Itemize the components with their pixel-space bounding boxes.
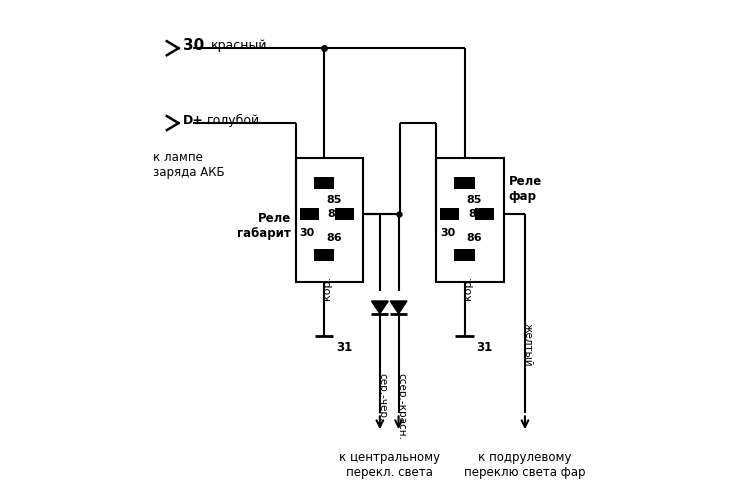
Text: 85: 85 <box>326 196 342 205</box>
Text: кор.: кор. <box>463 276 473 300</box>
Bar <box>295 158 363 282</box>
Bar <box>314 249 334 260</box>
Text: красный: красный <box>211 39 268 52</box>
Text: 86: 86 <box>467 233 482 242</box>
Text: Реле
фар: Реле фар <box>509 175 542 203</box>
Text: желтый: желтый <box>522 323 533 367</box>
Bar <box>335 208 354 220</box>
Text: голубой: голубой <box>207 114 260 127</box>
Text: 31: 31 <box>476 341 492 354</box>
Text: к центральному
перекл. света: к центральному перекл. света <box>339 451 439 479</box>
Text: D+: D+ <box>183 114 204 127</box>
Text: 30: 30 <box>300 227 315 238</box>
Text: 85: 85 <box>467 196 482 205</box>
Text: Реле
габарит: Реле габарит <box>237 212 291 241</box>
Bar <box>455 178 475 189</box>
Text: 30: 30 <box>440 227 455 238</box>
Bar <box>300 208 319 220</box>
Bar <box>314 178 334 189</box>
Text: 31: 31 <box>336 341 352 354</box>
Text: 87: 87 <box>328 209 343 219</box>
Polygon shape <box>390 301 407 314</box>
Text: 30: 30 <box>183 38 205 53</box>
Text: к подрулевому
переклю света фар: к подрулевому переклю света фар <box>464 451 586 479</box>
Bar <box>436 158 504 282</box>
Text: к лампе
заряда АКБ: к лампе заряда АКБ <box>153 151 224 179</box>
Bar <box>455 249 475 260</box>
Polygon shape <box>371 301 388 314</box>
Text: 87: 87 <box>468 209 483 219</box>
Text: ссер.-красн.: ссер.-красн. <box>396 373 406 440</box>
Bar <box>440 208 459 220</box>
Text: кор.: кор. <box>322 276 332 300</box>
Text: 86: 86 <box>326 233 342 242</box>
Text: сер.-чер.: сер.-чер. <box>378 373 387 421</box>
Bar <box>476 208 495 220</box>
